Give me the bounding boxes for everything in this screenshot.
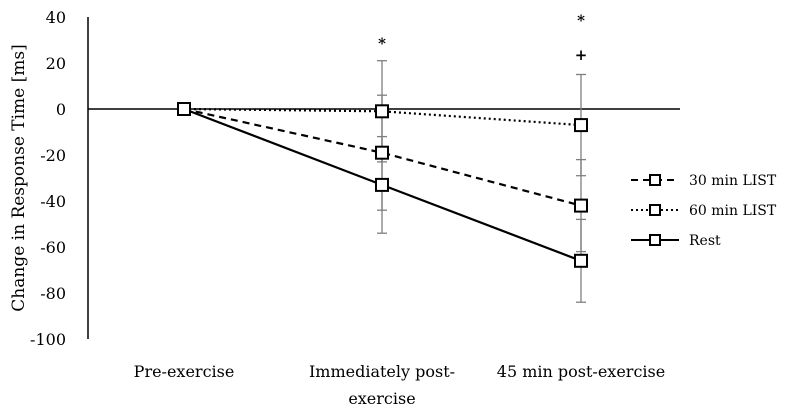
y-tick-label: -80 — [40, 284, 66, 303]
annotation-mark: * — [378, 34, 386, 52]
data-point-marker — [375, 177, 389, 192]
y-tick-label: -60 — [40, 238, 66, 257]
x-category-labels: Pre-exercise Immediately post-exercise 45 … — [134, 362, 666, 408]
y-axis-label: Change in Response Time [ms] — [9, 44, 29, 311]
legend-label: Rest — [689, 233, 721, 249]
significance-annotations: * * + — [378, 11, 587, 64]
series-line — [183, 107, 582, 127]
y-tick-label: 20 — [46, 54, 66, 73]
data-point-marker — [574, 253, 588, 268]
y-tick-label: -20 — [40, 146, 66, 165]
error-bars — [377, 60, 586, 303]
annotation-mark: * — [577, 11, 585, 29]
x-category-label: exercise — [348, 389, 415, 408]
x-category-label: Pre-exercise — [134, 362, 235, 381]
annotation-mark: + — [575, 46, 588, 64]
legend-marker — [649, 174, 661, 186]
y-tick-label: 40 — [46, 8, 66, 27]
data-point-marker — [574, 118, 588, 133]
legend: 30 min LIST 60 min LIST Rest — [631, 173, 777, 249]
series-markers — [177, 102, 588, 268]
y-tick-label: -40 — [40, 192, 66, 211]
x-category-label: 45 min post-exercise — [497, 362, 665, 381]
legend-marker — [649, 204, 661, 216]
data-point-marker — [574, 198, 588, 213]
x-category-label: Immediately post- — [309, 362, 455, 381]
y-tick-labels: 40 20 0 -20 -40 -60 -80 -100 — [30, 8, 66, 349]
series-line — [183, 107, 582, 207]
data-point-marker — [375, 145, 389, 160]
legend-label: 30 min LIST — [689, 173, 777, 189]
data-point-marker — [177, 102, 191, 116]
y-tick-label: -100 — [30, 330, 66, 349]
legend-marker — [649, 234, 661, 246]
y-tick-label: 0 — [56, 100, 66, 119]
legend-label: 60 min LIST — [689, 203, 777, 219]
data-point-marker — [375, 104, 389, 119]
